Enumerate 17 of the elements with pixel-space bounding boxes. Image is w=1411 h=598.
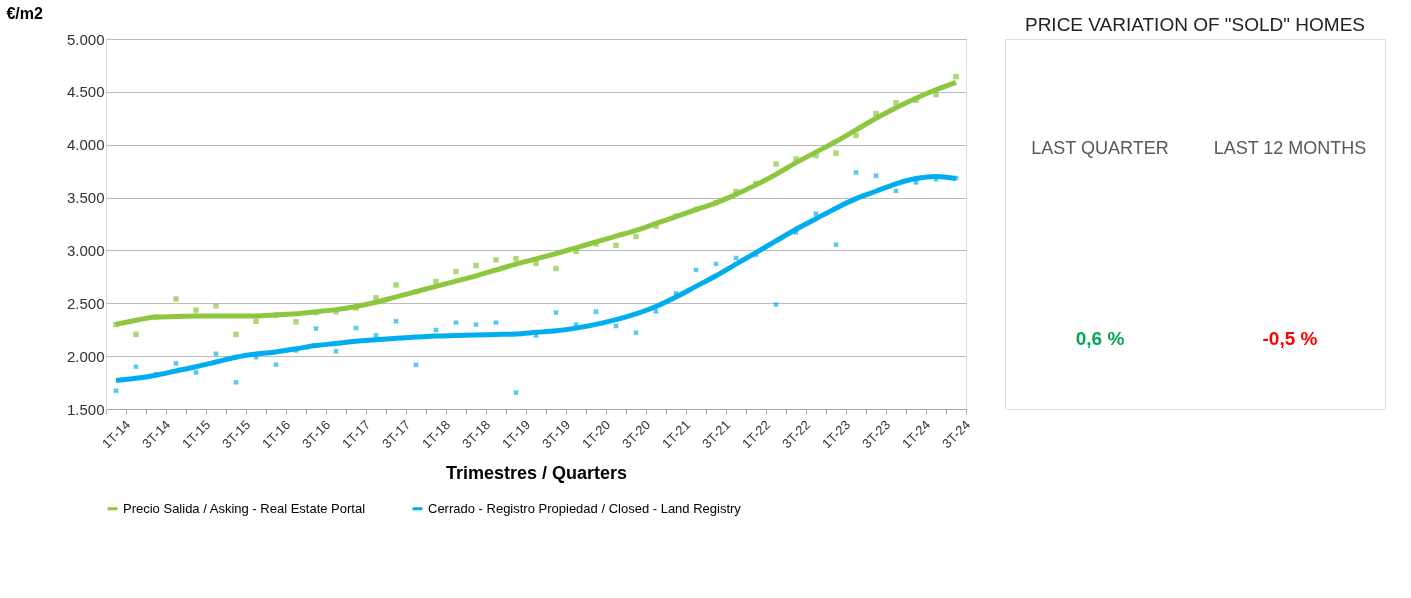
y-axis-title: €/m2 (6, 5, 44, 22)
y-tick-label: 4.500 (66, 83, 105, 101)
x-axis-title: Trimestres / Quarters (445, 463, 628, 484)
text: PRICE VARIATION OF "SOLD" HOMES (1024, 14, 1366, 35)
text: 0,6 % (1075, 328, 1125, 349)
y-tick-label: 3.500 (66, 189, 105, 207)
y-tick-label: 1.500 (66, 400, 105, 418)
text: LAST 12 MONTHS (1213, 138, 1367, 158)
y-tick-label: 2.000 (66, 347, 105, 365)
text: -0,5 % (1262, 328, 1318, 349)
legend-label: Cerrado - Registro Propiedad / Closed - Land Registry (428, 500, 742, 516)
y-tick-label: 4.000 (66, 136, 105, 154)
y-tick-label: 5.000 (66, 30, 105, 48)
y-tick-label: 3.000 (66, 241, 105, 259)
y-tick-label: 2.500 (66, 294, 105, 312)
text: LAST QUARTER (1031, 138, 1169, 158)
legend-label: Precio Salida / Asking - Real Estate Portal (123, 500, 366, 516)
